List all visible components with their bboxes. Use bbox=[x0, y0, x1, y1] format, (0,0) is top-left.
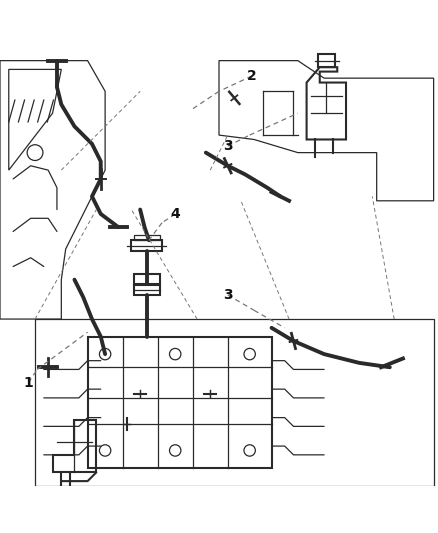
Bar bbox=[134, 235, 160, 240]
Text: 2: 2 bbox=[247, 69, 257, 83]
Text: 3: 3 bbox=[223, 288, 233, 302]
Bar bbox=[134, 274, 160, 284]
Bar bbox=[131, 240, 162, 251]
Text: 4: 4 bbox=[170, 207, 180, 221]
Text: 1: 1 bbox=[24, 376, 33, 390]
Bar bbox=[134, 285, 160, 295]
Text: 3: 3 bbox=[223, 139, 233, 153]
